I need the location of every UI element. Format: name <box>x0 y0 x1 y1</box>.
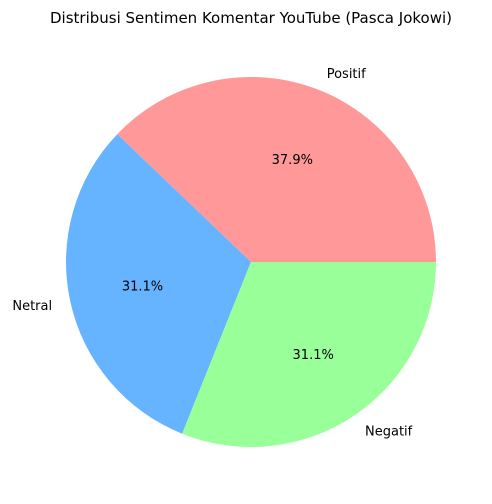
slice-label-netral: Netral <box>12 299 52 314</box>
slice-label-positif: Positif <box>327 67 366 82</box>
chart-title: Distribusi Sentimen Komentar YouTube (Pa… <box>50 9 452 27</box>
slice-label-negatif: Negatif <box>365 425 413 440</box>
slice-percent-netral: 31.1% <box>122 280 163 295</box>
pie-labels: Positif 37.9% Netral 31.1% Negatif 31.1% <box>12 67 412 439</box>
pie-slice-positif <box>117 76 437 262</box>
slice-percent-positif: 37.9% <box>272 153 313 168</box>
pie-slice-negatif <box>182 262 436 448</box>
slice-percent-negatif: 31.1% <box>293 348 334 363</box>
pie-slices <box>66 76 437 448</box>
pie-slice-netral <box>66 134 251 434</box>
